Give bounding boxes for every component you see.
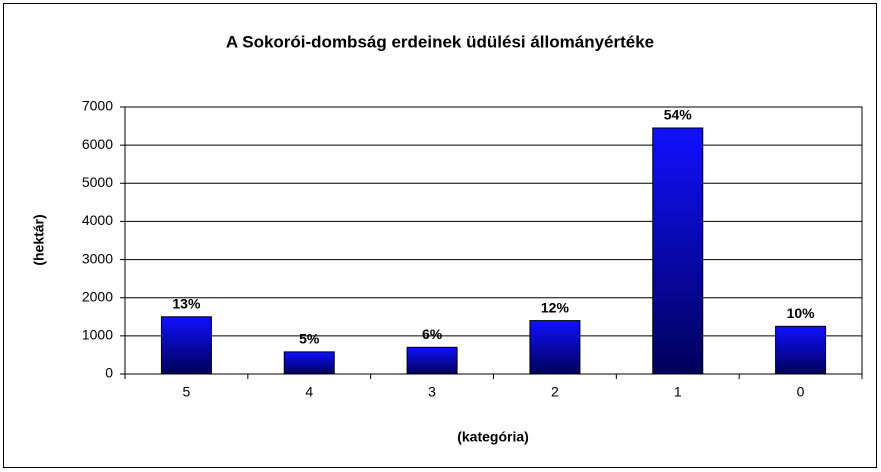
bar: [775, 325, 827, 375]
x-tick-label: 5: [183, 384, 191, 400]
x-tick-label: 3: [428, 384, 436, 400]
data-label: 12%: [541, 299, 570, 315]
data-label: 10%: [787, 305, 816, 321]
bar: [283, 351, 335, 375]
x-axis-label: (kategória): [457, 429, 529, 445]
x-tick-label: 4: [305, 384, 313, 400]
bar: [406, 346, 458, 375]
y-tick-label: 3000: [82, 250, 113, 266]
bar: [160, 316, 212, 375]
y-tick-label: 1000: [82, 327, 113, 343]
data-label: 54%: [664, 107, 693, 123]
data-label: 13%: [172, 295, 201, 311]
y-tick-label: 6000: [82, 136, 113, 152]
plot-area: [124, 106, 863, 375]
chart-title: A Sokorói-dombság erdeinek üdülési állom…: [226, 32, 654, 51]
bar: [529, 320, 581, 375]
y-tick-label: 2000: [82, 288, 113, 304]
x-tick-label: 1: [674, 384, 682, 400]
bar: [652, 127, 704, 375]
x-tick-label: 2: [551, 384, 559, 400]
data-label: 6%: [422, 326, 443, 342]
data-label: 5%: [299, 331, 320, 347]
y-tick-label: 0: [105, 365, 113, 381]
y-tick-label: 4000: [82, 212, 113, 228]
x-tick-label: 0: [797, 384, 805, 400]
y-tick-label: 7000: [82, 98, 113, 114]
y-tick-label: 5000: [82, 174, 113, 190]
y-axis-label: (hektár): [31, 214, 47, 265]
